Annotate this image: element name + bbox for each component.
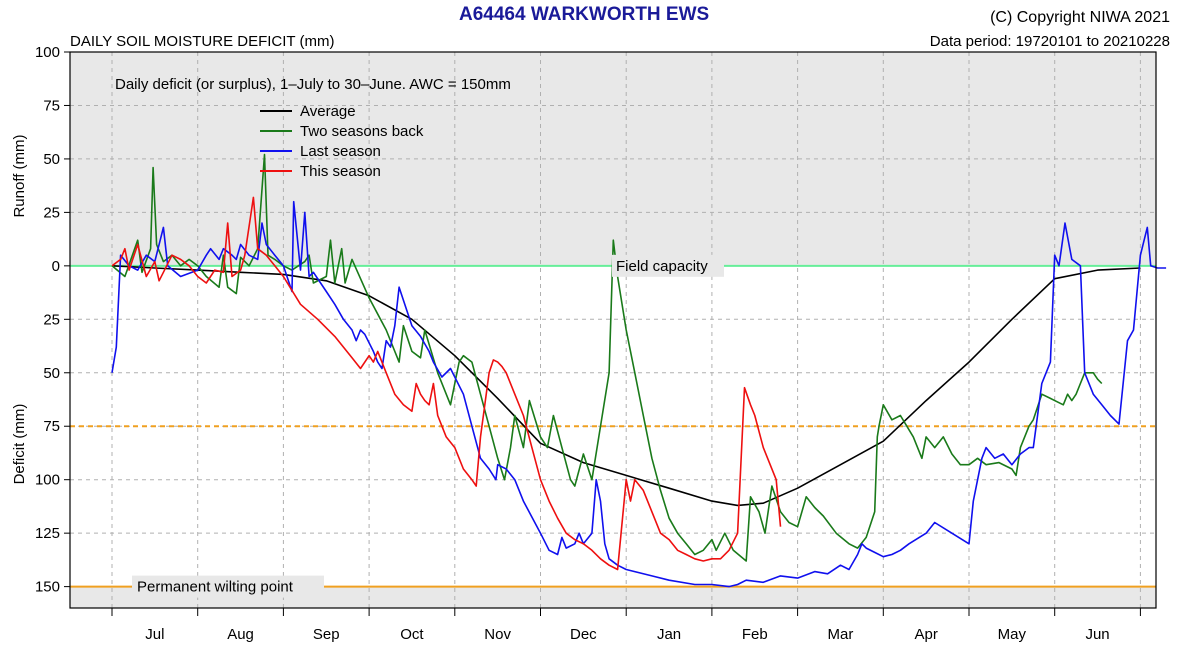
legend-label-1: Two seasons back <box>300 123 424 140</box>
x-tick-label-nov: Nov <box>484 626 511 643</box>
x-tick-label-oct: Oct <box>400 626 424 643</box>
x-tick-label-feb: Feb <box>742 626 768 643</box>
y-tick-label-10: 150 <box>35 579 60 596</box>
data-period-text: Data period: 19720101 to 20210228 <box>929 33 1170 50</box>
field-capacity-label-bg <box>612 254 724 277</box>
y-tick-label-2: 50 <box>43 151 60 168</box>
y-tick-label-0: 100 <box>35 44 60 61</box>
legend-label-0: Average <box>300 103 356 120</box>
copyright-text: (C) Copyright NIWA 2021 <box>990 9 1170 26</box>
y-tick-label-9: 125 <box>35 525 60 542</box>
y-tick-label-6: 50 <box>43 365 60 382</box>
chart-heading: DAILY SOIL MOISTURE DEFICIT (mm) <box>70 33 335 50</box>
y-axis-label-deficit: Deficit (mm) <box>11 404 28 485</box>
y-tick-label-7: 75 <box>43 418 60 435</box>
x-tick-label-jul: Jul <box>145 626 164 643</box>
chart-title: A64464 WARKWORTH EWS <box>459 4 710 25</box>
x-axis: Jul Aug Sep Oct Nov Dec Jan Feb Mar Apr May Jun <box>111 608 1141 643</box>
y-tick-label-1: 75 <box>43 97 60 114</box>
series-layer <box>111 153 1167 588</box>
x-tick-label-mar: Mar <box>828 626 854 643</box>
x-tick-label-aug: Aug <box>227 626 254 643</box>
y-tick-label-4: 0 <box>52 258 60 275</box>
plot-frame <box>69 51 1157 609</box>
wilting-point-label: Permanent wilting point <box>137 579 294 596</box>
legend-label-3: This season <box>300 163 381 180</box>
legend-label-2: Last season <box>300 143 381 160</box>
wilting-point-label-bg <box>132 575 324 598</box>
y-tick-label-3: 25 <box>43 204 60 221</box>
below-wilting-region <box>70 586 1156 608</box>
legend: Average Two seasons back Last season This s… <box>260 103 424 180</box>
y-tick-label-8: 100 <box>35 472 60 489</box>
series-line-last-season <box>111 200 1167 588</box>
y-axis-label-runoff: Runoff (mm) <box>11 134 28 217</box>
series-line-this-season <box>111 196 782 571</box>
y-tick-label-5: 25 <box>43 311 60 328</box>
chart-subtitle: Daily deficit (or surplus), 1–July to 30… <box>115 76 511 93</box>
series-line-two-seasons-back <box>111 153 1103 562</box>
field-capacity-label: Field capacity <box>616 258 708 275</box>
series-line-average <box>111 265 1141 507</box>
x-tick-label-dec: Dec <box>570 626 597 643</box>
x-tick-label-may: May <box>998 626 1027 643</box>
x-tick-label-sep: Sep <box>313 626 340 643</box>
x-tick-label-jun: Jun <box>1085 626 1109 643</box>
x-tick-label-jan: Jan <box>657 626 681 643</box>
x-tick-label-apr: Apr <box>914 626 937 643</box>
y-axis: 100 75 50 25 0 25 50 75 100 125 150 <box>35 44 70 596</box>
reference-line-labels: Field capacity Permanent wilting point <box>132 254 724 598</box>
